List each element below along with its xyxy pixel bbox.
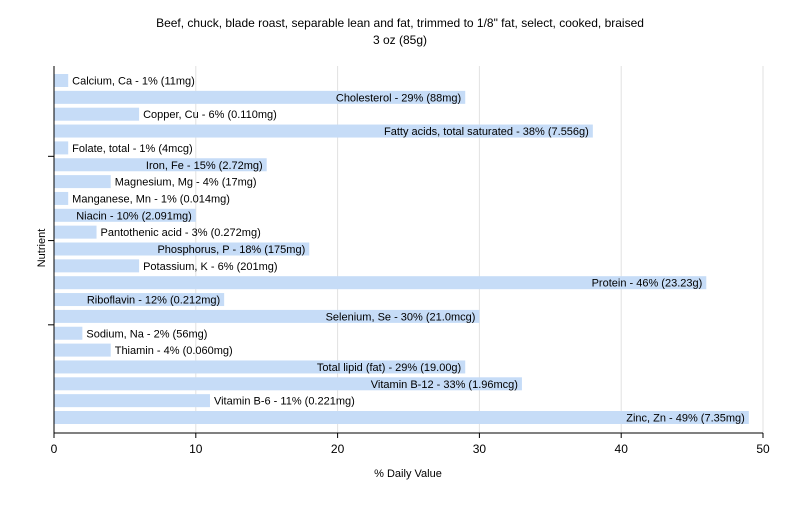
bar-13: [54, 293, 225, 307]
x-tick-label-40: 40: [615, 442, 629, 456]
bar-0: [54, 74, 69, 87]
data-label-19: Vitamin B-6 - 11% (0.221mg): [214, 396, 355, 408]
x-tick-label-20: 20: [331, 442, 345, 456]
data-label-8: Niacin - 10% (2.091mg): [76, 210, 192, 222]
bar-5: [54, 158, 267, 172]
data-label-12: Protein - 46% (23.23g): [592, 278, 703, 290]
data-label-4: Folate, total - 1% (4mcg): [72, 143, 192, 155]
data-label-6: Magnesium, Mg - 4% (17mg): [115, 177, 257, 189]
x-tick-label-10: 10: [189, 442, 203, 456]
bars: Calcium, Ca - 1% (11mg) Cholesterol - 29%…: [54, 74, 749, 425]
bar-10: [54, 242, 310, 256]
data-label-11: Potassium, K - 6% (201mg): [143, 261, 278, 273]
axes: 0 10 20 30 40 50: [48, 66, 770, 456]
data-label-5: Iron, Fe - 15% (2.72mg): [146, 160, 263, 172]
bar-12: [54, 276, 707, 290]
y-axis-label: Nutrient: [36, 229, 48, 268]
data-label-14: Selenium, Se - 30% (21.0mcg): [326, 311, 476, 323]
bar-8: [54, 208, 196, 222]
bar-2: [54, 107, 140, 121]
bar-3: [54, 124, 593, 138]
x-tick-label-0: 0: [51, 442, 58, 456]
data-label-20: Zinc, Zn - 49% (7.35mg): [626, 413, 745, 425]
data-label-1: Cholesterol - 29% (88mg): [336, 92, 461, 104]
data-label-15: Sodium, Na - 2% (56mg): [86, 328, 207, 340]
x-tick-label-30: 30: [473, 442, 487, 456]
data-label-10: Phosphorus, P - 18% (175mg): [157, 244, 305, 256]
bar-9: [54, 225, 97, 239]
bar-7: [54, 191, 69, 205]
data-label-0: Calcium, Ca - 1% (11mg): [72, 76, 195, 88]
chart-title: Beef, chuck, blade roast, separable lean…: [156, 16, 644, 30]
x-axis-label: % Daily Value: [374, 468, 442, 480]
data-label-18: Vitamin B-12 - 33% (1.96mcg): [371, 379, 518, 391]
bar-4: [54, 141, 69, 155]
x-tick-label-50: 50: [756, 442, 770, 456]
data-label-2: Copper, Cu - 6% (0.110mg): [143, 109, 277, 121]
data-label-3: Fatty acids, total saturated - 38% (7.55…: [384, 126, 589, 138]
bar-15: [54, 326, 83, 340]
bar-16: [54, 343, 111, 357]
bar-20: [54, 411, 749, 424]
data-label-16: Thiamin - 4% (0.060mg): [115, 345, 233, 357]
data-label-9: Pantothenic acid - 3% (0.272mg): [101, 227, 261, 239]
data-label-17: Total lipid (fat) - 29% (19.00g): [317, 362, 461, 374]
bar-1: [54, 90, 466, 104]
bar-18: [54, 377, 522, 391]
data-label-7: Manganese, Mn - 1% (0.014mg): [72, 193, 230, 205]
bar-19: [54, 394, 210, 408]
bar-6: [54, 175, 111, 189]
data-label-13: Riboflavin - 12% (0.212mg): [87, 295, 220, 307]
bar-14: [54, 309, 480, 323]
chart-subtitle: 3 oz (85g): [373, 33, 427, 47]
bar-17: [54, 360, 466, 374]
bar-11: [54, 259, 140, 273]
